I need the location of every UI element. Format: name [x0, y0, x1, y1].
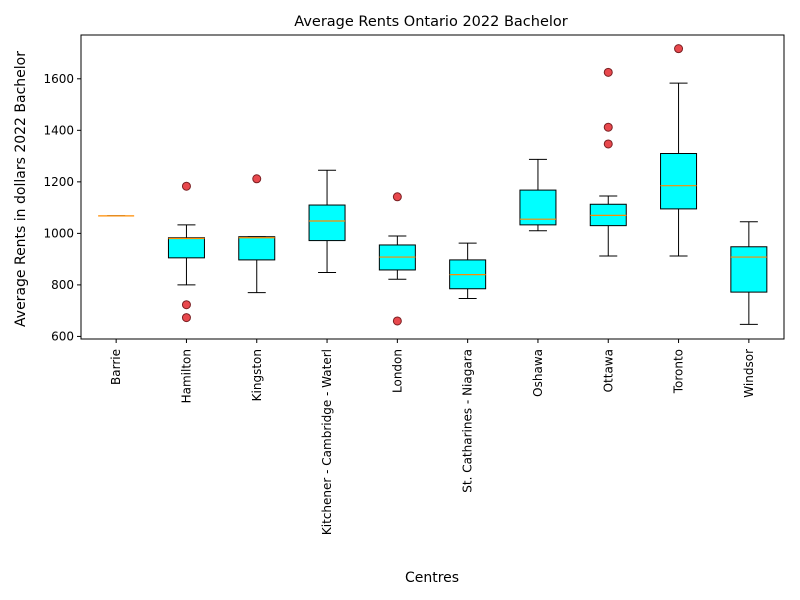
outlier-point — [252, 174, 262, 184]
outlier-point — [674, 44, 684, 54]
x-tick-label: Ottawa — [601, 349, 615, 392]
outlier-point — [603, 139, 613, 149]
x-tick-label: Kingston — [250, 349, 264, 401]
x-axis-label: Centres — [405, 570, 459, 586]
x-tick-label: Oshawa — [531, 349, 545, 397]
y-tick-label: 800 — [51, 278, 74, 292]
outlier-point — [603, 122, 613, 132]
x-tick-label: London — [390, 349, 404, 393]
y-tick-label: 1600 — [43, 72, 74, 86]
outlier-point — [181, 313, 191, 323]
x-tick-label: Hamilton — [179, 349, 193, 403]
x-tick-label: Kitchener - Cambridge - Waterl — [320, 349, 334, 535]
y-tick-label: 1400 — [43, 123, 74, 137]
x-tick-label: Windsor — [742, 349, 756, 398]
iqr-box — [660, 153, 698, 210]
x-tick-label: Barrie — [109, 349, 123, 385]
outlier-point — [181, 300, 191, 310]
iqr-box — [308, 204, 346, 242]
y-tick-label: 600 — [51, 329, 74, 343]
x-tick-label: St. Catharines - Niagara — [461, 349, 475, 493]
outlier-point — [392, 316, 402, 326]
outlier-point — [392, 192, 402, 202]
outlier-point — [603, 67, 613, 77]
y-tick-label: 1000 — [43, 226, 74, 240]
plot-area: 600 800 1000 1200 1400 1600 Barrie Hamilton King… — [43, 34, 785, 535]
iqr-box — [730, 246, 768, 293]
plot-frame — [80, 34, 785, 340]
x-tick-label: Toronto — [672, 349, 686, 394]
outlier-point — [181, 181, 191, 191]
y-tick-label: 1200 — [43, 175, 74, 189]
y-axis-label: Average Rents in dollars 2022 Bachelor — [13, 51, 29, 327]
iqr-box — [167, 237, 205, 259]
chart-title: Average Rents Ontario 2022 Bachelor — [294, 14, 568, 30]
iqr-box — [238, 236, 276, 261]
